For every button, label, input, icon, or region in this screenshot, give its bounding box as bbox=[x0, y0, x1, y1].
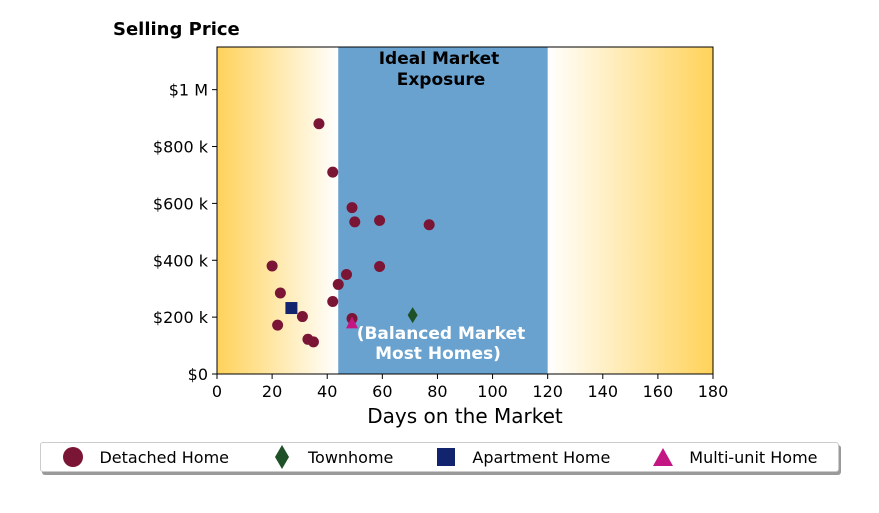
x-tick-label: 100 bbox=[477, 382, 508, 401]
data-point-detached-home bbox=[341, 268, 353, 280]
x-tick-label: 120 bbox=[532, 382, 563, 401]
y-tick-label: $600 k bbox=[153, 194, 209, 213]
legend-label: Townhome bbox=[307, 447, 394, 467]
y-tick-label: $400 k bbox=[153, 251, 209, 270]
data-point-detached-home bbox=[423, 219, 435, 231]
ideal-market-band bbox=[338, 47, 548, 374]
band-labels: Ideal Market Exposure (Balanced Market M… bbox=[357, 49, 526, 364]
band-label-bottom-line1: (Balanced Market bbox=[357, 324, 526, 344]
band-label-bottom-line2: Most Homes) bbox=[375, 344, 501, 364]
data-point-detached-home bbox=[349, 216, 361, 228]
plot-background bbox=[217, 47, 713, 374]
data-point-detached-home bbox=[327, 166, 339, 178]
legend: Detached Home Townhome Apartment Home Mu… bbox=[40, 442, 839, 472]
x-tick-label: 80 bbox=[427, 382, 447, 401]
data-point-detached-home bbox=[307, 336, 319, 348]
x-tick-label: 40 bbox=[317, 382, 337, 401]
legend-item-detached-home: Detached Home bbox=[61, 445, 229, 469]
y-tick-label: $1 M bbox=[169, 81, 208, 100]
data-point-detached-home bbox=[374, 214, 386, 226]
x-axis-title: Days on the Market bbox=[367, 404, 563, 428]
data-point-detached-home bbox=[332, 278, 344, 290]
x-tick-label: 180 bbox=[698, 382, 729, 401]
legend-label: Apartment Home bbox=[472, 447, 611, 467]
background-zone-right bbox=[547, 47, 713, 374]
band-label-top-line1: Ideal Market bbox=[379, 49, 500, 69]
diamond-marker-icon bbox=[270, 445, 294, 469]
x-tick-label: 160 bbox=[643, 382, 674, 401]
data-point-detached-home bbox=[346, 202, 358, 214]
band-label-top-line2: Exposure bbox=[397, 70, 486, 90]
legend-item-multi-unit-home: Multi-unit Home bbox=[651, 445, 818, 469]
square-marker-icon bbox=[434, 445, 458, 469]
data-point-townhome bbox=[407, 307, 418, 324]
y-tick-label: $200 k bbox=[153, 308, 209, 327]
data-point-detached-home bbox=[374, 261, 386, 273]
legend-label: Detached Home bbox=[99, 447, 229, 467]
x-tick-label: 140 bbox=[588, 382, 619, 401]
scatter-chart: Selling Price Ideal Market Exposure (Bal… bbox=[113, 19, 728, 428]
plot-frame bbox=[216, 46, 714, 375]
legend-label: Multi-unit Home bbox=[689, 447, 818, 467]
data-point-detached-home bbox=[266, 260, 278, 272]
y-axis: $0 $200 k $400 k $600 k $800 k $1 M bbox=[153, 81, 217, 384]
triangle-marker-icon bbox=[651, 445, 675, 469]
data-point-detached-home bbox=[272, 319, 284, 331]
x-tick-label: 20 bbox=[262, 382, 282, 401]
data-point-detached-home bbox=[327, 295, 339, 307]
legend-item-townhome: Townhome bbox=[270, 445, 393, 469]
data-point-multi-unit-home bbox=[346, 316, 359, 329]
x-tick-label: 60 bbox=[372, 382, 392, 401]
x-axis: 0 20 40 60 80 100 120 140 160 180 bbox=[212, 374, 728, 401]
y-tick-label: $0 bbox=[188, 365, 208, 384]
data-points bbox=[266, 118, 435, 348]
legend-item-apartment-home: Apartment Home bbox=[434, 445, 610, 469]
data-point-apartment-home bbox=[285, 302, 298, 315]
y-tick-label: $800 k bbox=[153, 138, 209, 157]
background-zone-left bbox=[217, 47, 339, 374]
x-tick-label: 0 bbox=[212, 382, 222, 401]
data-point-detached-home bbox=[274, 287, 286, 299]
data-point-detached-home bbox=[313, 118, 325, 130]
chart-title: Selling Price bbox=[113, 19, 240, 40]
circle-marker-icon bbox=[61, 445, 85, 469]
data-point-detached-home bbox=[296, 311, 308, 323]
